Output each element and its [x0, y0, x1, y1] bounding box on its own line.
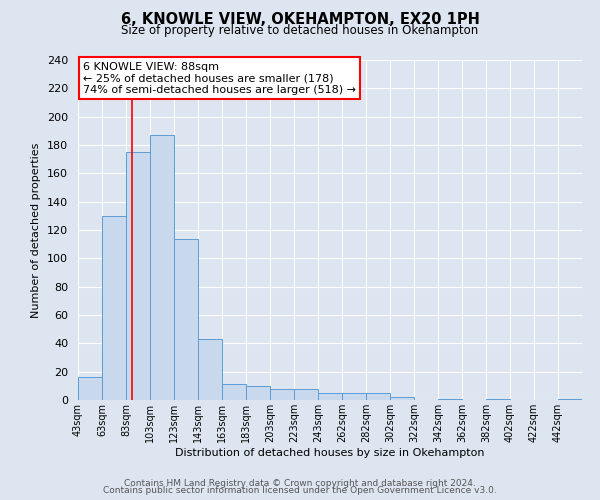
Bar — [558, 398, 582, 400]
Text: Size of property relative to detached houses in Okehampton: Size of property relative to detached ho… — [121, 24, 479, 37]
Bar — [198, 339, 222, 400]
Text: Contains HM Land Registry data © Crown copyright and database right 2024.: Contains HM Land Registry data © Crown c… — [124, 478, 476, 488]
Bar — [150, 135, 174, 400]
Bar — [126, 152, 150, 400]
Bar — [342, 393, 366, 400]
Bar — [246, 386, 270, 400]
Bar — [366, 393, 390, 400]
Bar — [270, 388, 294, 400]
Y-axis label: Number of detached properties: Number of detached properties — [31, 142, 41, 318]
Bar — [78, 378, 102, 400]
Bar — [390, 397, 414, 400]
Bar — [318, 393, 342, 400]
Bar — [102, 216, 126, 400]
X-axis label: Distribution of detached houses by size in Okehampton: Distribution of detached houses by size … — [175, 448, 485, 458]
Text: 6 KNOWLE VIEW: 88sqm
← 25% of detached houses are smaller (178)
74% of semi-deta: 6 KNOWLE VIEW: 88sqm ← 25% of detached h… — [83, 62, 356, 95]
Text: Contains public sector information licensed under the Open Government Licence v3: Contains public sector information licen… — [103, 486, 497, 495]
Bar — [222, 384, 246, 400]
Bar — [438, 398, 462, 400]
Bar — [486, 398, 510, 400]
Text: 6, KNOWLE VIEW, OKEHAMPTON, EX20 1PH: 6, KNOWLE VIEW, OKEHAMPTON, EX20 1PH — [121, 12, 479, 28]
Bar — [174, 238, 198, 400]
Bar — [294, 388, 318, 400]
